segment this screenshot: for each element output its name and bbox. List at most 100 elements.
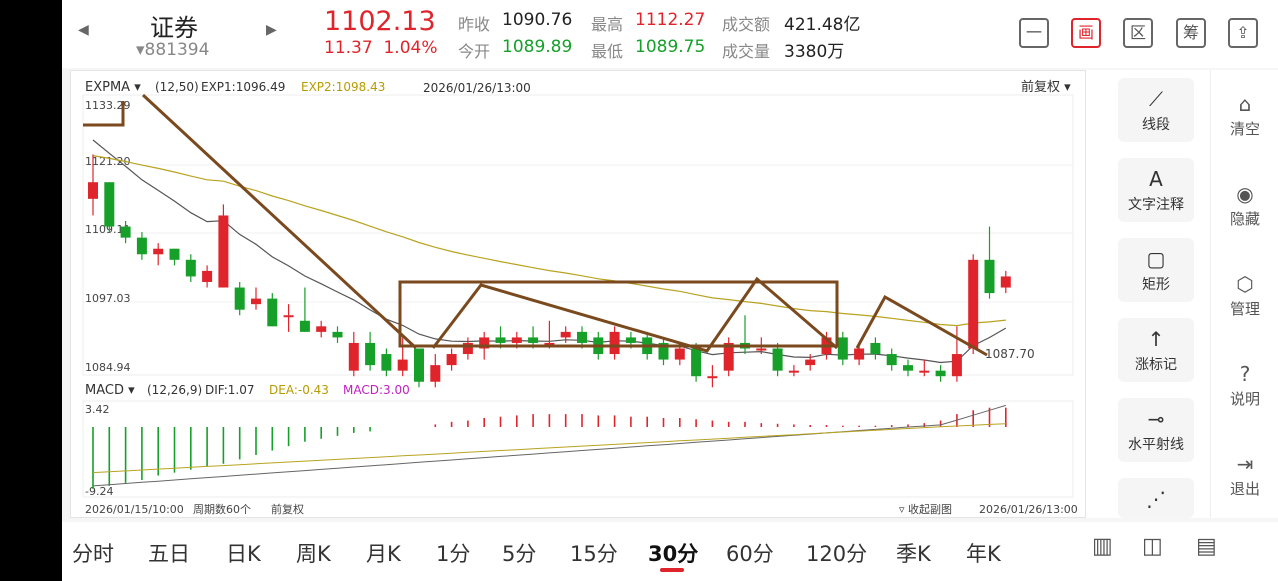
y-label-3: 1109.11	[85, 223, 131, 236]
tool-rectangle[interactable]: ▢ 矩形	[1118, 238, 1194, 302]
main-panel-border	[82, 94, 1074, 376]
tool-horizontal-ray[interactable]: ⊸ 水平射线	[1118, 398, 1194, 462]
candle-body	[951, 354, 962, 377]
drawing-right-zigzag[interactable]	[855, 294, 988, 357]
tab-period-5[interactable]: 1分	[436, 542, 471, 566]
next-stock-icon[interactable]: ▶	[266, 22, 277, 38]
expma-indicator[interactable]: EXPMA ▾	[85, 80, 141, 95]
drawing-consolidation-box[interactable]	[398, 280, 839, 348]
candle-body	[88, 182, 98, 199]
tab-period-12[interactable]: 年K	[966, 542, 1001, 566]
more-icon[interactable]: ▤	[1196, 534, 1217, 559]
tab-period-8[interactable]: 30分	[648, 542, 699, 566]
chip-icon[interactable]: 筹	[1176, 18, 1206, 48]
region-icon[interactable]: 区	[1123, 18, 1153, 48]
tab-period-2[interactable]: 日K	[226, 542, 261, 566]
chart-panel[interactable]: EXPMA ▾ (12,50) EXP1:1096.49 EXP2:1098.4…	[70, 70, 1086, 518]
low-value: 1089.75	[635, 37, 706, 57]
tab-period-7[interactable]: 15分	[570, 542, 618, 566]
candle-body	[544, 342, 555, 345]
macd-indicator[interactable]: MACD ▾	[85, 383, 135, 398]
tool-text-note[interactable]: A 文字注释	[1118, 158, 1194, 222]
tab-period-10[interactable]: 120分	[806, 542, 868, 566]
tab-period-9[interactable]: 60分	[726, 542, 774, 566]
candle-body	[560, 331, 571, 338]
share-icon[interactable]: ⇪	[1228, 18, 1258, 48]
tab-period-3[interactable]: 周K	[296, 542, 331, 566]
app-frame: ◀ 证券 ▾881394 ▶ 1102.13 11.37 1.04% 昨收 10…	[62, 0, 1278, 581]
dea-line	[92, 423, 1006, 474]
candle-body	[609, 331, 620, 355]
candle-body	[984, 259, 995, 294]
candle-body	[446, 354, 457, 366]
y-label-2: 1121.20	[85, 155, 131, 168]
candle-body	[528, 337, 539, 343]
candle-body	[104, 182, 115, 227]
candle-body	[756, 348, 767, 351]
exit-icon: ⇥	[1236, 452, 1254, 476]
rectangle-icon: ▢	[1146, 247, 1166, 271]
candle-body	[299, 320, 310, 332]
candle-body	[772, 348, 783, 371]
candle-body	[870, 342, 881, 355]
candle-body	[903, 365, 913, 371]
candle-body	[365, 342, 376, 366]
hide-button[interactable]: ◉ 隐藏	[1211, 182, 1278, 229]
tab-period-0[interactable]: 分时	[72, 542, 114, 566]
candles	[88, 154, 1011, 388]
kline-chart[interactable]: EXPMA ▾ (12,50) EXP1:1096.49 EXP2:1098.4…	[71, 71, 1087, 519]
draw-icon[interactable]: 画	[1071, 18, 1101, 48]
tool-rise-mark[interactable]: ↑ 涨标记	[1118, 318, 1194, 382]
adjust-dropdown[interactable]: 前复权 ▾	[1021, 79, 1071, 95]
clear-icon: ⌂	[1238, 92, 1252, 116]
manage-button[interactable]: ⬡ 管理	[1211, 272, 1278, 319]
exp2-value: EXP2:1098.43	[301, 80, 385, 94]
price-change: 11.37 1.04%	[324, 38, 438, 58]
candle-body	[332, 331, 343, 338]
y-label-4: 1097.03	[85, 292, 131, 305]
tab-period-1[interactable]: 五日	[148, 542, 190, 566]
macd-bars	[92, 404, 1007, 489]
prev-stock-icon[interactable]: ◀	[78, 22, 89, 38]
clear-button[interactable]: ⌂ 清空	[1211, 92, 1278, 139]
macd-value: MACD:3.00	[343, 383, 410, 397]
high-label: 最高	[591, 15, 624, 34]
candle-body	[511, 337, 522, 343]
candle-body	[479, 337, 490, 349]
candle-body	[251, 298, 261, 305]
candle-body	[234, 287, 245, 310]
candle-body	[202, 270, 213, 282]
candle-body	[414, 348, 424, 382]
tab-period-6[interactable]: 5分	[502, 542, 537, 566]
indicator-select-icon[interactable]: ▥	[1092, 534, 1113, 559]
dea-value: DEA:-0.43	[269, 383, 329, 397]
high-value: 1112.27	[635, 10, 706, 30]
tool-wave[interactable]: ⋰	[1118, 478, 1194, 518]
candle-body	[381, 354, 392, 371]
open-label: 今开	[458, 42, 491, 61]
candle-body	[267, 298, 278, 327]
manage-icon: ⬡	[1236, 272, 1254, 296]
tab-period-4[interactable]: 月K	[366, 542, 401, 566]
layout-toggle-icon[interactable]: ◫	[1142, 534, 1163, 559]
side-toolbar: ⌂ 清空 ◉ 隐藏 ⬡ 管理 ? 说明 ⇥ 退出	[1210, 70, 1278, 518]
help-button[interactable]: ? 说明	[1211, 362, 1278, 409]
candle-body	[707, 376, 718, 379]
candle-body	[169, 248, 180, 260]
drawing-zigzag[interactable]	[431, 276, 838, 353]
exit-button[interactable]: ⇥ 退出	[1211, 452, 1278, 499]
candle-body	[723, 342, 734, 371]
tab-period-11[interactable]: 季K	[896, 542, 931, 566]
y-label-1: 1133.29	[85, 99, 131, 112]
amount-value: 421.48亿	[784, 15, 861, 35]
candle-body	[625, 337, 636, 343]
user-drawings[interactable]	[83, 93, 988, 357]
drawing-downtrend-line[interactable]	[141, 93, 418, 350]
stock-code[interactable]: ▾881394	[136, 40, 210, 60]
amount-label: 成交额	[722, 15, 771, 34]
minus-icon[interactable]: 一	[1019, 18, 1049, 48]
drawing-corner[interactable]	[83, 101, 125, 127]
collapse-subchart[interactable]: ▿ 收起副图	[899, 502, 952, 516]
candle-body	[886, 354, 897, 366]
tool-line-segment[interactable]: ⟋ 线段	[1118, 78, 1194, 142]
